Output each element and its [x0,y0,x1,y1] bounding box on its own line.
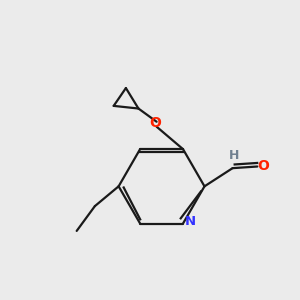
Text: O: O [257,159,269,173]
Text: N: N [185,215,196,228]
Text: H: H [229,149,239,162]
Text: O: O [149,116,161,130]
